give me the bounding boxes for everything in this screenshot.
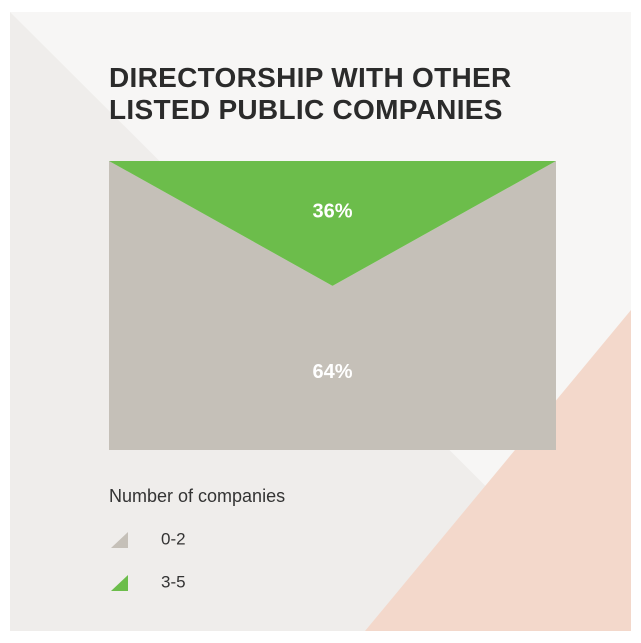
chart-title: DIRECTORSHIP WITH OTHER LISTED PUBLIC CO… [109,62,512,125]
legend-swatch [111,532,128,548]
legend-label: 0-2 [161,529,186,548]
background-shape [365,310,631,631]
data-label: 36% [312,200,352,222]
legend-swatch [111,575,128,591]
legend-label: 3-5 [161,572,186,591]
legend-title: Number of companies [109,486,285,506]
data-label: 64% [312,361,352,383]
area-segment [109,161,556,286]
area-segment [109,161,556,450]
